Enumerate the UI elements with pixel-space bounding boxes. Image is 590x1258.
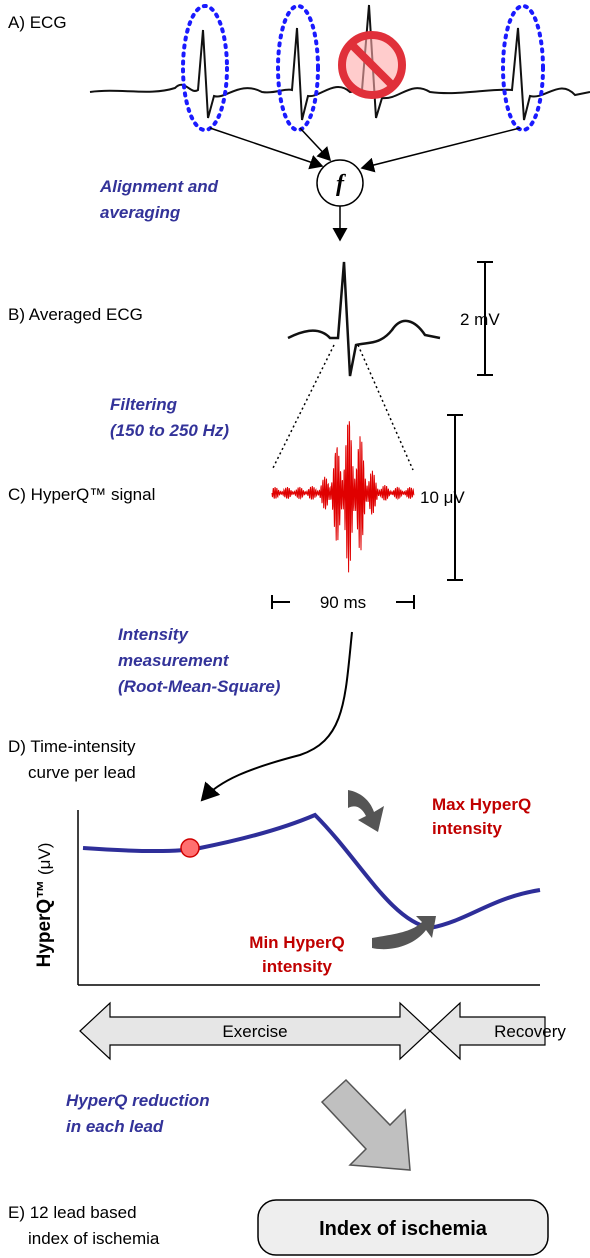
min-arrow (372, 916, 436, 950)
step-label: Alignment and (99, 177, 219, 196)
step-label: (Root-Mean-Square) (118, 677, 281, 696)
y-axis-name: HyperQ™ (34, 880, 55, 968)
step-label: in each lead (66, 1117, 164, 1136)
panel-label: curve per lead (28, 763, 136, 782)
averaged-ecg (287, 261, 441, 377)
step-label: measurement (118, 651, 230, 670)
max-arrow (348, 790, 384, 832)
beat-selection (501, 4, 545, 132)
max-note: Max HyperQ (432, 795, 531, 814)
min-note: intensity (262, 957, 332, 976)
phase-label: Exercise (222, 1022, 287, 1041)
phase-label: Recovery (494, 1022, 566, 1041)
beat-selection (181, 4, 229, 132)
result-box (257, 1199, 549, 1256)
arrows (209, 127, 521, 242)
scale-bar (271, 414, 463, 609)
zoom-lines (271, 344, 414, 471)
rejected-beat (338, 31, 406, 99)
beat-selection (276, 4, 320, 132)
panel-label: C) HyperQ™ signal (8, 485, 155, 504)
function-node (316, 159, 364, 207)
step-label: Intensity (118, 625, 189, 644)
max-note: intensity (432, 819, 502, 838)
scale-label: 2 mV (460, 310, 500, 329)
step-label: HyperQ reduction (66, 1091, 210, 1110)
arrow (200, 631, 353, 802)
duration-label: 90 ms (320, 593, 366, 612)
step-label: (150 to 250 Hz) (110, 421, 229, 440)
scale-label: 10 μV (420, 488, 465, 507)
result-label: Index of ischemia (319, 1218, 488, 1240)
step-label: Filtering (110, 395, 178, 414)
reduction-arrow (320, 1078, 411, 1171)
panel-label: B) Averaged ECG (8, 305, 143, 324)
panel-label: E) 12 lead based (8, 1203, 137, 1222)
phase-arrow (429, 1001, 546, 1061)
panel-label: A) ECG (8, 13, 67, 32)
y-axis-label: HyperQ™ (μV) (34, 843, 55, 968)
start-point (180, 838, 200, 858)
axes (77, 810, 540, 986)
scale-bar (477, 261, 493, 376)
function-symbol: f (336, 171, 346, 197)
min-note: Min HyperQ (249, 933, 344, 952)
step-label: averaging (100, 203, 181, 222)
panel-label: D) Time-intensity (8, 737, 136, 756)
panel-label: index of ischemia (28, 1229, 160, 1248)
hyperq-signal (271, 421, 415, 573)
y-axis-unit: (μV) (35, 843, 54, 875)
